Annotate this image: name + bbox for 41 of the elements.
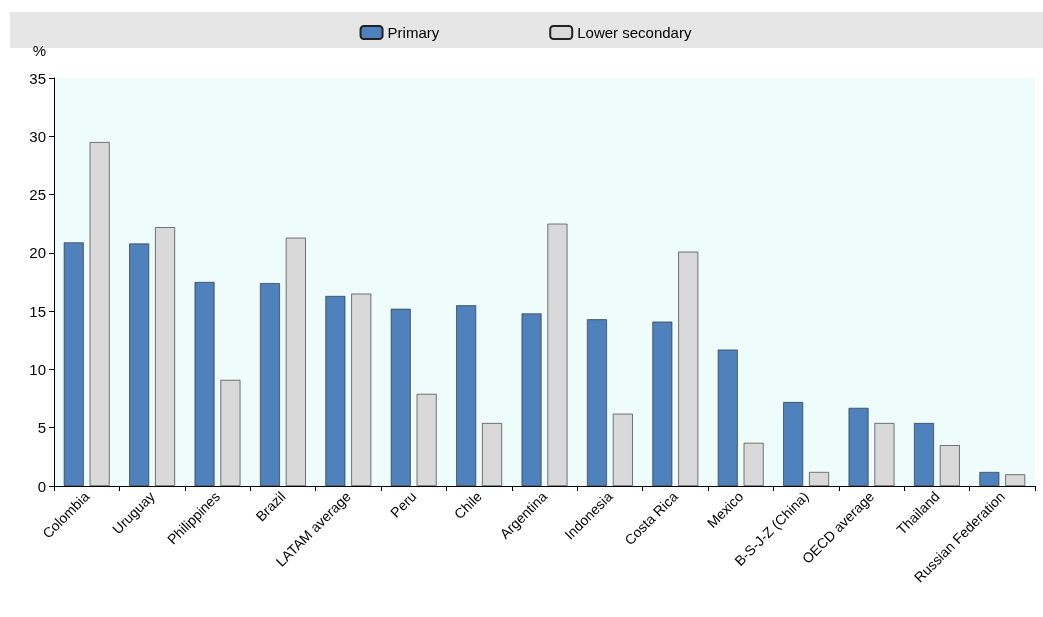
bar [390, 308, 411, 486]
bar [521, 313, 542, 486]
bar [547, 223, 568, 486]
y-axis-title: % [32, 42, 46, 59]
y-tick-label: 35 [29, 69, 46, 87]
bar [717, 349, 738, 486]
bar [63, 242, 84, 486]
y-tick-label: 20 [29, 244, 46, 262]
y-tick-label: 5 [37, 419, 46, 437]
bar [809, 472, 829, 486]
bar [783, 402, 804, 486]
y-tick-label: 30 [29, 127, 46, 145]
bar [979, 472, 1000, 486]
y-tick-label: 25 [29, 186, 46, 204]
legend-label: Primary [387, 24, 440, 41]
legend-label: Lower secondary [577, 24, 692, 41]
bar [220, 379, 241, 486]
y-tick-label: 15 [29, 302, 46, 320]
bar [129, 243, 150, 486]
bar [652, 321, 673, 486]
bar [914, 423, 934, 486]
y-tick-label: 0 [37, 477, 46, 495]
bar [456, 305, 477, 486]
bar [285, 237, 306, 486]
bar [1005, 474, 1026, 486]
y-tick-label: 10 [29, 360, 46, 378]
bar [743, 442, 764, 486]
bar [260, 283, 280, 486]
bar [416, 393, 437, 486]
bar [89, 142, 110, 486]
bar [587, 319, 607, 486]
bar [848, 407, 869, 486]
bar [482, 423, 502, 486]
bar [325, 295, 346, 486]
bar [678, 251, 699, 486]
bar [939, 445, 960, 486]
bar [351, 293, 372, 486]
bar [612, 413, 633, 486]
bar [874, 423, 895, 486]
bar [194, 282, 215, 486]
bar [155, 227, 175, 486]
